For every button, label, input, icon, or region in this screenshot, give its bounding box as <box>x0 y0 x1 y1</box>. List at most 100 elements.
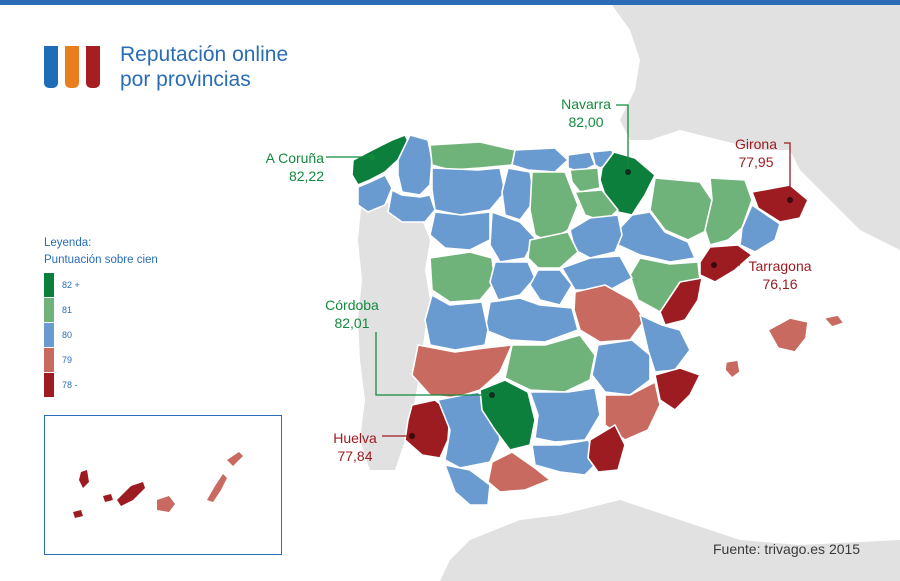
province-cordoba <box>479 379 536 451</box>
province-salamanca <box>429 251 496 303</box>
province-palencia <box>501 167 536 221</box>
province-huesca <box>649 177 713 241</box>
province-valencia <box>639 314 691 373</box>
legend-swatch-82 <box>44 273 54 297</box>
province-leon <box>431 167 506 216</box>
callout-cordoba-name: Córdoba <box>325 297 379 313</box>
province-toledo <box>484 297 579 343</box>
callout-tarragona: Tarragona 76,16 <box>742 257 818 293</box>
legend-swatch-79 <box>44 348 54 372</box>
legend-label-78: 78 - <box>62 380 78 390</box>
canary-islands-inset <box>44 415 282 555</box>
province-el-hierro <box>73 510 83 518</box>
province-tarragona <box>699 244 753 283</box>
province-cuenca <box>573 284 646 343</box>
province-navarra <box>599 151 656 216</box>
province-alicante <box>654 367 701 411</box>
province-ciudad-real <box>504 334 596 393</box>
neighbor-land <box>358 5 900 581</box>
legend-swatch-80 <box>44 323 54 347</box>
province-la-palma <box>79 470 89 488</box>
province-asturias <box>429 141 516 171</box>
province-castellon <box>659 277 703 326</box>
dot-cordoba <box>489 392 495 398</box>
logo-bar-orange <box>65 46 79 88</box>
province-baleares-mallorca <box>767 317 809 353</box>
callout-navarra: Navarra 82,00 <box>555 95 617 131</box>
spain-map <box>326 5 900 581</box>
legend-title: Leyenda: <box>44 237 92 249</box>
callout-cordoba-value: 82,01 <box>334 315 370 331</box>
callout-lines <box>326 104 791 437</box>
province-ourense <box>387 189 436 223</box>
legend-label-80: 80 <box>62 330 73 340</box>
dot-girona <box>787 197 793 203</box>
dot-tarragona <box>711 262 717 268</box>
leader-navarra <box>616 104 629 172</box>
callout-girona: Girona 77,95 <box>728 135 784 171</box>
logo-bar-red <box>86 46 100 88</box>
dot-a-coruna <box>369 154 375 160</box>
province-alava <box>569 167 601 193</box>
leader-cordoba <box>375 332 492 396</box>
province-lanzarote <box>227 452 243 466</box>
canary-islands-map <box>73 452 243 518</box>
callout-huelva-name: Huelva <box>333 430 377 446</box>
title-line-1: Reputación online <box>120 43 289 66</box>
callout-girona-value: 77,95 <box>738 154 774 170</box>
title-line-2: por provincias <box>120 68 251 91</box>
callout-dots <box>369 154 793 439</box>
legend-label-82: 82 + <box>62 280 80 290</box>
callout-girona-name: Girona <box>734 136 778 152</box>
callout-tarragona-value: 76,16 <box>762 276 798 292</box>
source-note: Fuente: trivago.es 2015 <box>713 541 861 557</box>
province-lugo <box>397 134 433 196</box>
legend-swatch-81 <box>44 298 54 322</box>
province-baleares-ibiza <box>724 359 741 379</box>
province-burgos <box>529 171 579 243</box>
provinces <box>351 134 845 506</box>
province-lleida <box>704 177 753 246</box>
legend-label-79: 79 <box>62 355 73 365</box>
province-granada <box>531 439 601 476</box>
province-jaen <box>529 387 601 443</box>
legend-label-81: 81 <box>62 305 73 315</box>
province-cantabria <box>511 147 569 173</box>
province-baleares-menorca <box>823 314 845 328</box>
province-barcelona <box>739 204 781 253</box>
callout-tarragona-name: Tarragona <box>748 258 812 274</box>
province-pontevedra <box>357 174 393 213</box>
callout-a-coruna: A Coruña 82,22 <box>248 149 324 185</box>
callout-navarra-value: 82,00 <box>568 114 604 130</box>
province-caceres <box>424 294 489 351</box>
province-la-gomera <box>103 494 113 502</box>
dot-navarra <box>625 169 631 175</box>
province-tenerife <box>117 482 145 506</box>
province-murcia <box>604 381 661 441</box>
legend-subtitle: Puntuación sobre cien <box>44 254 158 266</box>
callout-navarra-name: Navarra <box>561 96 611 112</box>
province-cadiz <box>444 464 491 506</box>
province-avila <box>489 261 536 301</box>
province-zamora <box>429 211 491 251</box>
dot-huelva <box>409 433 415 439</box>
leader-girona <box>784 142 791 200</box>
top-accent-bar <box>0 0 900 5</box>
province-albacete <box>591 339 651 396</box>
province-fuerteventura <box>207 474 227 502</box>
province-madrid <box>529 269 573 306</box>
province-guadalajara <box>561 255 633 291</box>
legend-swatch-78 <box>44 373 54 397</box>
callout-huelva-value: 77,84 <box>337 448 373 464</box>
province-badajoz <box>411 344 513 399</box>
province-almeria <box>587 424 626 473</box>
callout-huelva: Huelva 77,84 <box>328 429 382 465</box>
callout-a-coruna-value: 82,22 <box>288 168 324 184</box>
callout-cordoba: Córdoba 82,01 <box>316 296 388 332</box>
province-gran-canaria <box>157 496 175 512</box>
callout-a-coruna-name: A Coruña <box>265 150 324 166</box>
province-segovia <box>527 231 579 269</box>
map-title: Reputación online por provincias <box>120 42 288 92</box>
logo-bar-blue <box>44 46 58 88</box>
province-valladolid <box>489 211 536 263</box>
